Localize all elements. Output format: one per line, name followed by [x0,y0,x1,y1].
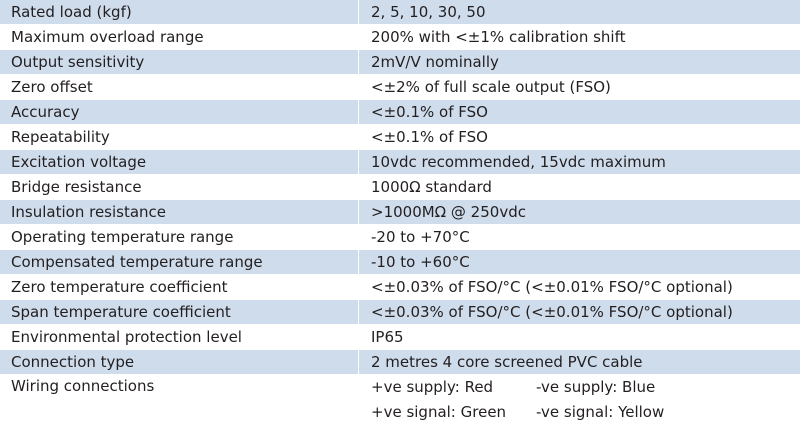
spec-value: <±0.1% of FSO [358,124,800,150]
spec-row-repeatability: Repeatability <±0.1% of FSO [0,124,800,150]
spec-row-operating-temperature: Operating temperature range -20 to +70°C [0,224,800,250]
spec-row-rated-load: Rated load (kgf) 2, 5, 10, 30, 50 [0,0,800,25]
spec-row-environmental-protection: Environmental protection level IP65 [0,324,800,350]
spec-row-bridge-resistance: Bridge resistance 1000Ω standard [0,174,800,200]
spec-value: 2, 5, 10, 30, 50 [358,0,800,25]
spec-row-compensated-temperature: Compensated temperature range -10 to +60… [0,249,800,275]
spec-label: Operating temperature range [0,224,359,250]
spec-row-insulation-resistance: Insulation resistance >1000MΩ @ 250vdc [0,199,800,225]
spec-label: Span temperature coefficient [0,299,359,325]
spec-row-zero-temperature-coefficient: Zero temperature coefficient <±0.03% of … [0,274,800,300]
wiring-negative-signal: -ve signal: Yellow [536,403,665,421]
spec-value: <±2% of full scale output (FSO) [358,74,800,100]
spec-label: Environmental protection level [0,324,359,350]
spec-label: Output sensitivity [0,49,359,75]
spec-value: <±0.03% of FSO/°C (<±0.01% FSO/°C option… [358,274,800,300]
spec-row-connection-type: Connection type 2 metres 4 core screened… [0,349,800,375]
wiring-value: +ve supply: Red -ve supply: Blue +ve sig… [358,374,800,428]
spec-label: Wiring connections [0,374,359,428]
spec-value: <±0.03% of FSO/°C (<±0.01% FSO/°C option… [358,299,800,325]
spec-label: Repeatability [0,124,359,150]
wiring-grid: +ve supply: Red -ve supply: Blue +ve sig… [371,379,800,421]
spec-value: IP65 [358,324,800,350]
spec-value: 1000Ω standard [358,174,800,200]
spec-label: Bridge resistance [0,174,359,200]
spec-value: 2 metres 4 core screened PVC cable [358,349,800,375]
wiring-negative-supply: -ve supply: Blue [536,378,656,396]
spec-label: Insulation resistance [0,199,359,225]
spec-value: -10 to +60°C [358,249,800,275]
spec-label: Zero temperature coefficient [0,274,359,300]
spec-value: 10vdc recommended, 15vdc maximum [358,149,800,175]
spec-label: Connection type [0,349,359,375]
wiring-positive-supply: +ve supply: Red [371,378,494,396]
spec-row-zero-offset: Zero offset <±2% of full scale output (F… [0,74,800,100]
spec-row-span-temperature-coefficient: Span temperature coefficient <±0.03% of … [0,299,800,325]
spec-label: Zero offset [0,74,359,100]
spec-value: 200% with <±1% calibration shift [358,24,800,50]
spec-value: <±0.1% of FSO [358,99,800,125]
spec-label: Accuracy [0,99,359,125]
spec-label: Compensated temperature range [0,249,359,275]
wiring-positive-signal: +ve signal: Green [371,403,507,421]
spec-value: -20 to +70°C [358,224,800,250]
spec-row-output-sensitivity: Output sensitivity 2mV/V nominally [0,49,800,75]
spec-value: 2mV/V nominally [358,49,800,75]
spec-label: Excitation voltage [0,149,359,175]
spec-label: Maximum overload range [0,24,359,50]
spec-row-maximum-overload: Maximum overload range 200% with <±1% ca… [0,24,800,50]
spec-label: Rated load (kgf) [0,0,359,25]
spec-row-wiring-connections: Wiring connections +ve supply: Red -ve s… [0,374,800,428]
spec-value: >1000MΩ @ 250vdc [358,199,800,225]
spec-row-accuracy: Accuracy <±0.1% of FSO [0,99,800,125]
spec-row-excitation-voltage: Excitation voltage 10vdc recommended, 15… [0,149,800,175]
